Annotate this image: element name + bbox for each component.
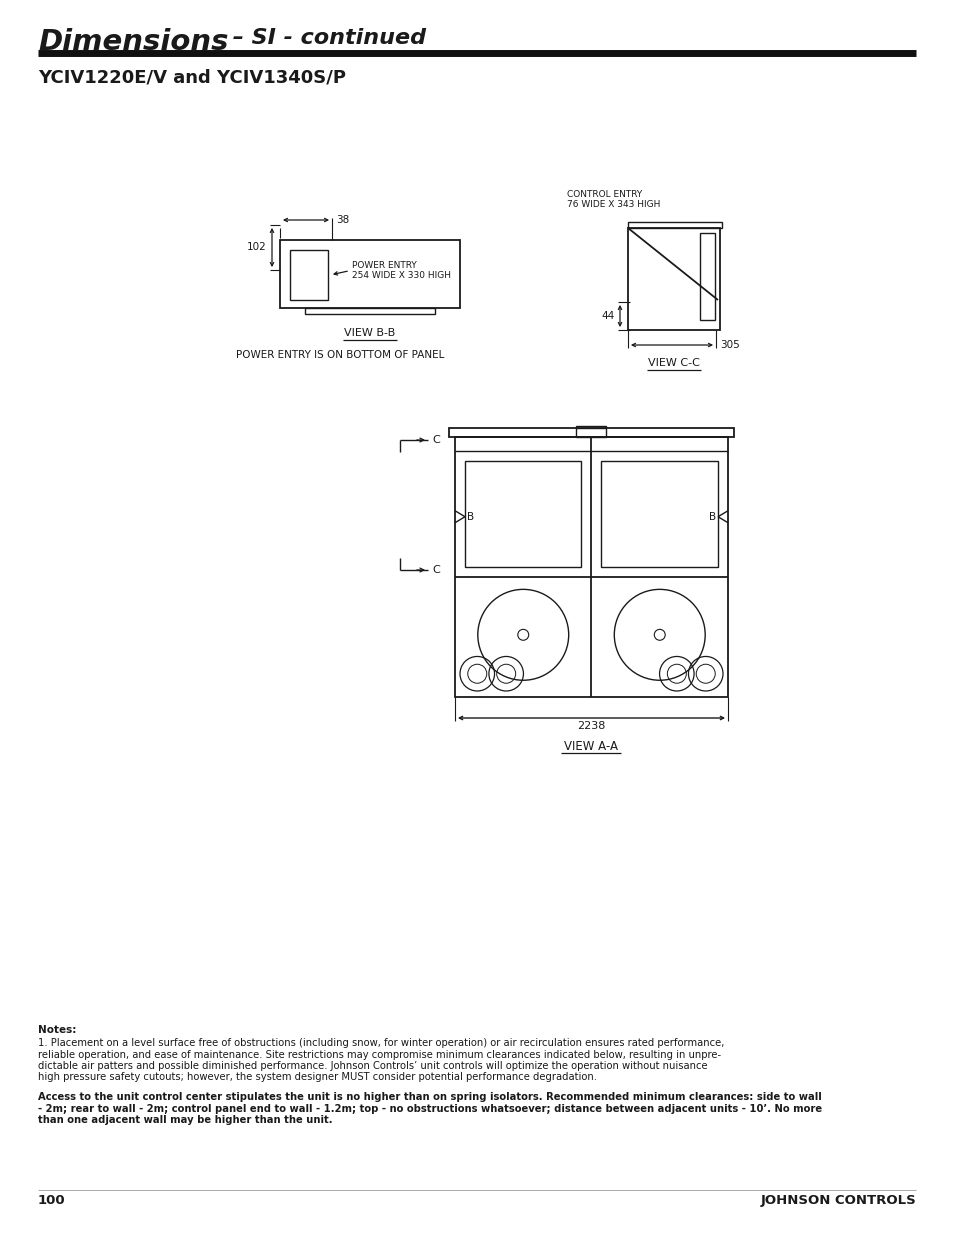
- Text: VIEW B-B: VIEW B-B: [344, 329, 395, 338]
- Text: 100: 100: [38, 1194, 66, 1207]
- Text: 2238: 2238: [577, 721, 605, 731]
- Bar: [576, 426, 606, 437]
- Text: C: C: [432, 435, 439, 445]
- Bar: [305, 308, 435, 314]
- Text: high pressure safety cutouts; however, the system designer MUST consider potenti: high pressure safety cutouts; however, t…: [38, 1072, 597, 1083]
- Text: VIEW A-A: VIEW A-A: [564, 740, 618, 753]
- Text: – SI - continued: – SI - continued: [225, 28, 426, 48]
- Text: 44: 44: [601, 311, 615, 321]
- Text: - 2m; rear to wall - 2m; control panel end to wall - 1.2m; top - no obstructions: - 2m; rear to wall - 2m; control panel e…: [38, 1104, 821, 1114]
- Text: B: B: [708, 511, 716, 521]
- Text: 102: 102: [247, 242, 267, 252]
- Bar: [700, 233, 714, 320]
- Text: B: B: [467, 511, 474, 521]
- Text: 38: 38: [335, 215, 349, 225]
- Bar: [464, 461, 581, 567]
- Bar: [627, 228, 720, 330]
- Text: JOHNSON CONTROLS: JOHNSON CONTROLS: [760, 1194, 915, 1207]
- Bar: [449, 429, 733, 437]
- Text: VIEW C-C: VIEW C-C: [647, 358, 700, 368]
- Text: reliable operation, and ease of maintenance. Site restrictions may compromise mi: reliable operation, and ease of maintena…: [38, 1050, 720, 1060]
- Text: 1. Placement on a level surface free of obstructions (including snow, for winter: 1. Placement on a level surface free of …: [38, 1037, 723, 1049]
- Text: C: C: [432, 564, 439, 576]
- Text: Notes:: Notes:: [38, 1025, 76, 1035]
- Bar: [601, 461, 718, 567]
- Text: 305: 305: [720, 340, 739, 350]
- Bar: [627, 222, 721, 228]
- Text: CONTROL ENTRY
76 WIDE X 343 HIGH: CONTROL ENTRY 76 WIDE X 343 HIGH: [566, 190, 659, 210]
- Text: POWER ENTRY
254 WIDE X 330 HIGH: POWER ENTRY 254 WIDE X 330 HIGH: [352, 261, 451, 280]
- Text: Access to the unit control center stipulates the unit is no higher than on sprin: Access to the unit control center stipul…: [38, 1092, 821, 1102]
- Bar: [280, 240, 459, 308]
- Text: YCIV1220E/V and YCIV1340S/P: YCIV1220E/V and YCIV1340S/P: [38, 68, 346, 86]
- Text: dictable air patters and possible diminished performance. Johnson Controls’ unit: dictable air patters and possible dimini…: [38, 1061, 707, 1071]
- Bar: [455, 437, 727, 697]
- Text: POWER ENTRY IS ON BOTTOM OF PANEL: POWER ENTRY IS ON BOTTOM OF PANEL: [235, 350, 444, 359]
- Bar: [290, 251, 328, 300]
- Text: than one adjacent wall may be higher than the unit.: than one adjacent wall may be higher tha…: [38, 1115, 333, 1125]
- Text: Dimensions: Dimensions: [38, 28, 229, 56]
